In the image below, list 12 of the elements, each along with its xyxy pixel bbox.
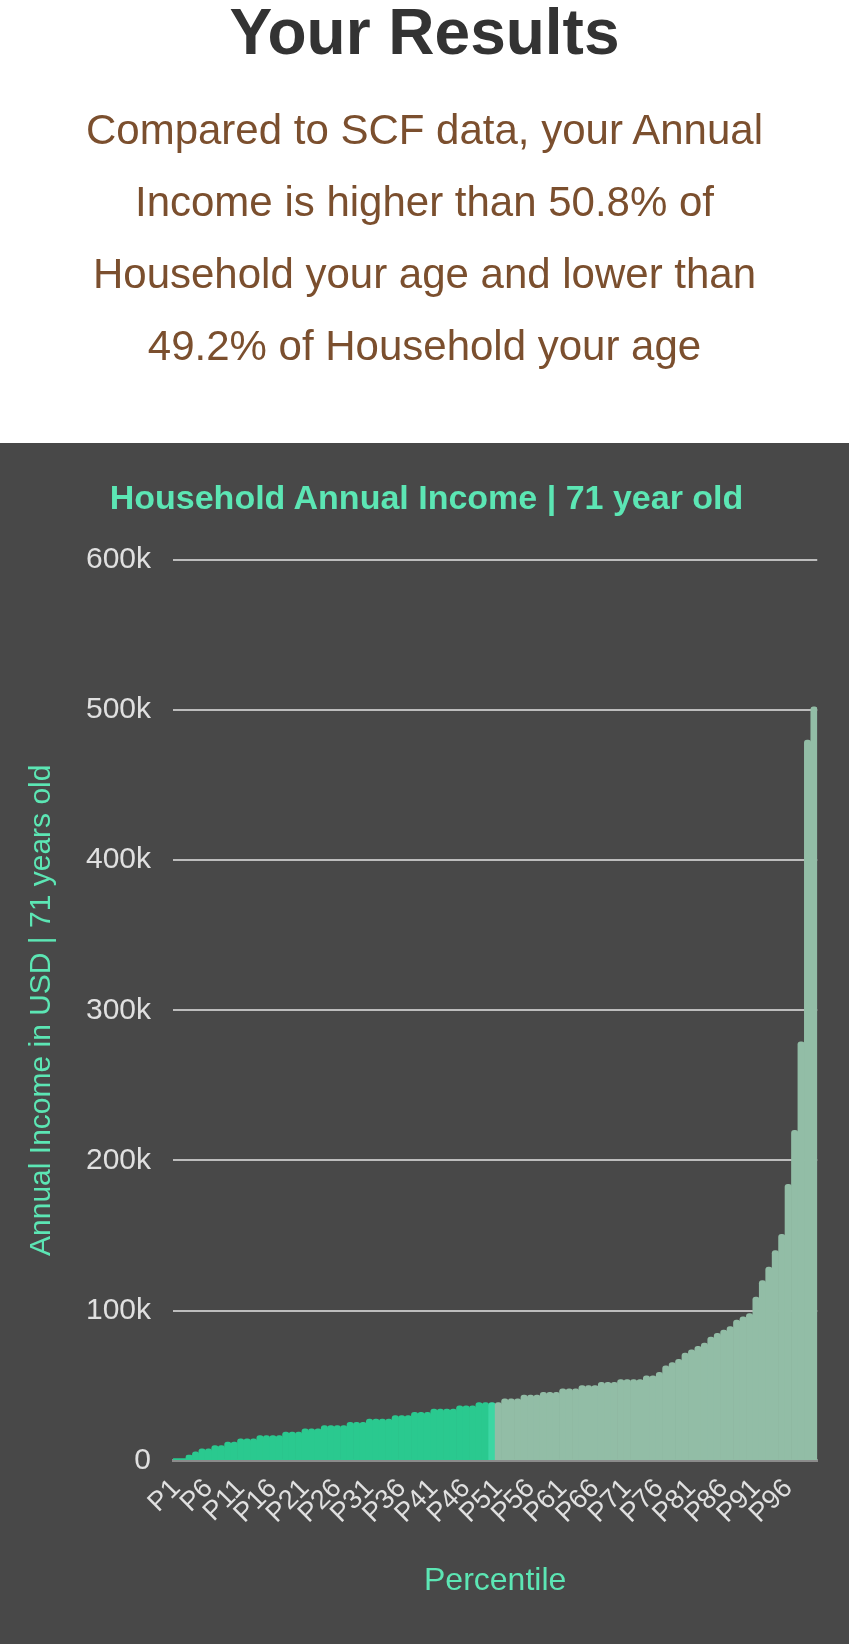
y-tick-label: 200k	[85, 1141, 153, 1175]
text: Your Results	[228, 0, 621, 68]
y-tick-label: 0	[134, 1441, 152, 1475]
text: Compared to SCF data, your Annual Income is higher than 50.8% of Household your age and lower than 49.2% of Household your age	[84, 105, 764, 371]
y-tick-label: 100k	[85, 1291, 153, 1325]
y-tick-label: 600k	[85, 541, 153, 575]
x-axis-title: Percentile	[423, 1560, 567, 1597]
chart-title: Household Annual Income | 71 year old	[109, 477, 744, 516]
y-axis-title: Annual Income in USD | 71 years old	[23, 764, 57, 1256]
y-tick-label: 500k	[85, 691, 153, 725]
y-tick-label: 400k	[85, 841, 153, 875]
y-tick-label: 300k	[85, 991, 153, 1025]
